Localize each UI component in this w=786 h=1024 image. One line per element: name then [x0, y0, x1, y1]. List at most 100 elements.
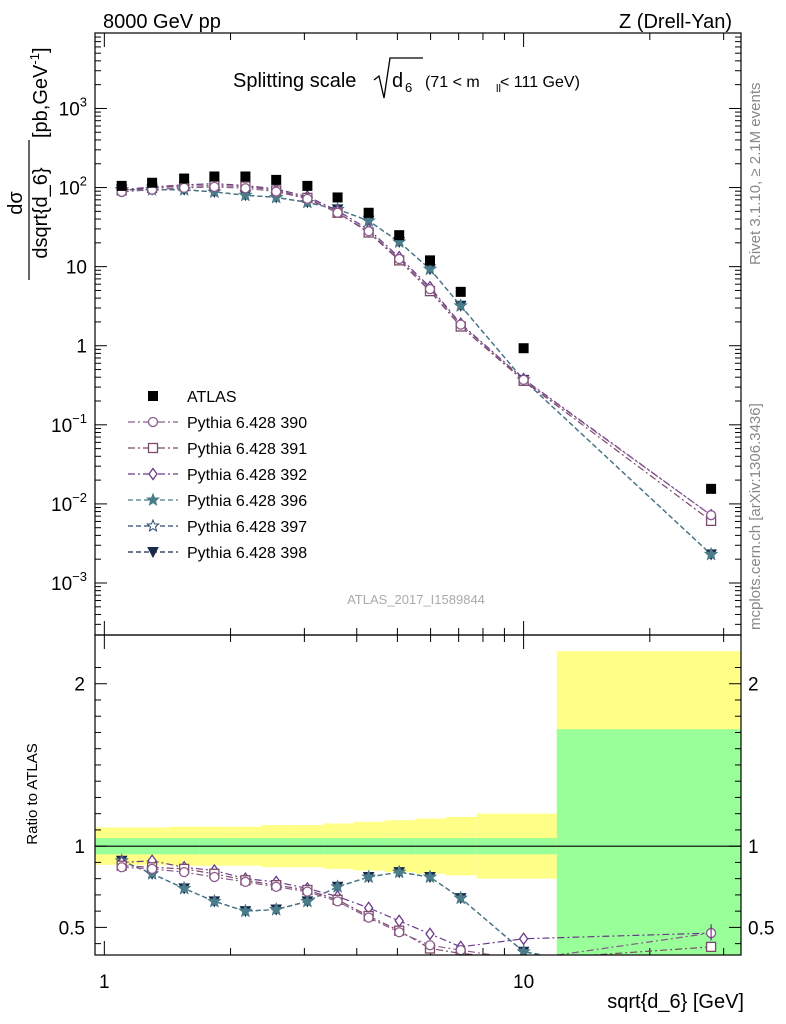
marker-star [361, 869, 376, 884]
legend-label: Pythia 6.428 391 [187, 441, 307, 458]
atlas-data-point [518, 343, 529, 354]
y-tick-label: 1 [76, 337, 87, 358]
main-title: Splitting scale d 6 (71 < m ll < 111 GeV… [233, 57, 580, 99]
legend-label-atlas: ATLAS [187, 389, 237, 406]
title-main: Splitting scale [233, 70, 356, 92]
ratio-series-layer [114, 853, 717, 955]
series-point [271, 186, 282, 197]
series-point [209, 181, 220, 193]
marker-circle [332, 207, 343, 218]
marker-square-filled [302, 180, 313, 191]
marker-star [238, 903, 253, 918]
marker-square [705, 941, 717, 953]
series-point [238, 187, 253, 202]
legend-marker [147, 547, 159, 559]
legend-marker [147, 442, 159, 454]
marker-circle [394, 927, 405, 938]
marker-square-filled [706, 483, 717, 494]
marker-square-filled [271, 174, 282, 185]
atlas-data-point [209, 171, 220, 182]
marker-circle [271, 881, 282, 892]
marker-circle [455, 944, 466, 955]
ratio-y-tick-label-right: 2 [748, 675, 759, 696]
series-point [423, 261, 437, 276]
ratio-series-point [300, 894, 315, 908]
legend-label: Pythia 6.428 396 [187, 493, 307, 510]
atlas-data-point [116, 180, 127, 191]
ratio-series-point [394, 927, 405, 938]
ratio-series-point [177, 881, 192, 895]
marker-circle [146, 863, 158, 875]
marker-square-filled [394, 230, 405, 241]
series-line [121, 186, 712, 516]
marker-circle [178, 867, 190, 878]
marker-circle [209, 871, 220, 883]
series-point [424, 283, 436, 295]
main-series-layer [114, 171, 719, 561]
legend-marker [146, 518, 160, 533]
series-line [121, 183, 712, 516]
marker-diamond [425, 927, 435, 941]
legend-label: Pythia 6.428 390 [187, 415, 307, 432]
y-tick-label: 10−2 [51, 490, 87, 516]
marker-circle [455, 319, 466, 330]
main-y-axis-label: dσ dsqrt{d_6} [pb,GeV-1] [5, 47, 52, 280]
marker-circle [271, 186, 282, 197]
marker-circle [240, 183, 251, 194]
x-tick-label: 1 [99, 972, 110, 993]
legend-label: Pythia 6.428 392 [187, 467, 307, 484]
ratio-series-point [178, 867, 190, 878]
y-tick-label: 10−3 [51, 569, 87, 595]
marker-circle [302, 886, 313, 897]
marker-square-filled [147, 177, 158, 188]
ratio-y-tick-label: 1 [74, 837, 85, 858]
legend-marker [148, 467, 158, 481]
marker-circle [424, 283, 436, 295]
marker-star [330, 879, 345, 893]
ratio-y-tick-label: 0.5 [59, 918, 85, 939]
marker-star [300, 894, 315, 908]
x-tick-label: 10 [513, 972, 534, 993]
ratio-series-point [238, 903, 253, 918]
marker-triangle [147, 547, 159, 559]
marker-square-filled [179, 173, 190, 184]
marker-star [704, 547, 719, 561]
series-point [453, 298, 468, 312]
ratio-series-point [146, 863, 158, 875]
y-tick-label: 10 [66, 258, 87, 279]
legend-marker-atlas [148, 391, 158, 401]
series-point [455, 319, 466, 330]
marker-circle [363, 912, 374, 923]
ratio-series-line [121, 860, 712, 948]
ratio-series-point [332, 896, 343, 907]
title-sqrt-var: d [392, 70, 403, 92]
ratio-series-point [455, 944, 466, 955]
ratio-series-point [271, 881, 282, 892]
atlas-data-point [394, 230, 405, 241]
marker-circle [424, 940, 436, 951]
marker-star [423, 261, 437, 276]
ratio-series-point [302, 886, 313, 897]
series-point [704, 547, 719, 561]
marker-diamond [148, 467, 158, 481]
ylabel-denominator: dsqrt{d_6} [30, 167, 52, 259]
title-sqrt-sub: 6 [405, 80, 412, 95]
ratio-series-point [705, 941, 717, 953]
ratio-series-point [394, 914, 405, 928]
ratio-series-point [392, 864, 407, 879]
series-point [178, 182, 190, 194]
ratio-series-point [207, 894, 222, 908]
ratio-series-point [361, 869, 376, 884]
ylabel-unit: [pb,GeV-1] [27, 47, 52, 138]
ratio-series-point [240, 876, 251, 888]
atlas-data-point [706, 483, 717, 494]
marker-diamond [518, 932, 529, 946]
sqrt-sign [373, 57, 423, 99]
main-axes: 10−3 10−2 10−1 1 10 102 103 [51, 32, 741, 635]
ratio-series-point [363, 912, 374, 923]
atlas-data-point [302, 180, 313, 191]
ratio-y-axis-label: Ratio to ATLAS [24, 743, 41, 844]
ratio-series-point [518, 932, 529, 946]
marker-circle [147, 416, 159, 428]
